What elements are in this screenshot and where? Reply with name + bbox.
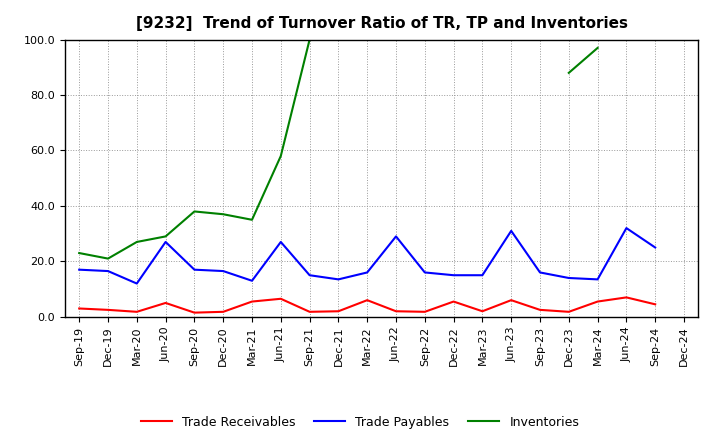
- Inventories: [75, 250, 84, 256]
- Trade Payables: [392, 234, 400, 239]
- Line: Trade Payables: Trade Payables: [79, 228, 655, 283]
- Trade Receivables: [363, 297, 372, 303]
- Line: Trade Receivables: Trade Receivables: [79, 297, 655, 313]
- Title: [9232]  Trend of Turnover Ratio of TR, TP and Inventories: [9232] Trend of Turnover Ratio of TR, TP…: [135, 16, 628, 32]
- Inventories: [219, 212, 228, 217]
- Trade Receivables: [190, 310, 199, 315]
- Trade Payables: [420, 270, 429, 275]
- Trade Receivables: [622, 295, 631, 300]
- Trade Receivables: [564, 309, 573, 315]
- Trade Receivables: [276, 296, 285, 301]
- Trade Receivables: [478, 308, 487, 314]
- Trade Receivables: [651, 302, 660, 307]
- Trade Receivables: [507, 297, 516, 303]
- Trade Receivables: [449, 299, 458, 304]
- Trade Receivables: [248, 299, 256, 304]
- Trade Payables: [593, 277, 602, 282]
- Inventories: [132, 239, 141, 245]
- Inventories: [190, 209, 199, 214]
- Inventories: [104, 256, 112, 261]
- Trade Receivables: [75, 306, 84, 311]
- Trade Receivables: [536, 307, 544, 312]
- Line: Inventories: Inventories: [79, 40, 310, 259]
- Trade Receivables: [420, 309, 429, 315]
- Inventories: [161, 234, 170, 239]
- Trade Payables: [478, 272, 487, 278]
- Trade Payables: [507, 228, 516, 234]
- Trade Payables: [219, 268, 228, 274]
- Trade Payables: [449, 272, 458, 278]
- Trade Payables: [564, 275, 573, 281]
- Inventories: [248, 217, 256, 222]
- Trade Payables: [622, 225, 631, 231]
- Trade Payables: [161, 239, 170, 245]
- Trade Payables: [363, 270, 372, 275]
- Trade Payables: [104, 268, 112, 274]
- Trade Receivables: [305, 309, 314, 315]
- Trade Receivables: [392, 308, 400, 314]
- Inventories: [305, 37, 314, 42]
- Trade Payables: [305, 272, 314, 278]
- Trade Payables: [536, 270, 544, 275]
- Trade Payables: [334, 277, 343, 282]
- Trade Payables: [190, 267, 199, 272]
- Trade Payables: [651, 245, 660, 250]
- Trade Receivables: [104, 307, 112, 312]
- Trade Receivables: [219, 309, 228, 315]
- Trade Receivables: [334, 308, 343, 314]
- Trade Payables: [276, 239, 285, 245]
- Trade Receivables: [161, 300, 170, 305]
- Trade Payables: [132, 281, 141, 286]
- Trade Receivables: [593, 299, 602, 304]
- Legend: Trade Receivables, Trade Payables, Inventories: Trade Receivables, Trade Payables, Inven…: [135, 411, 585, 434]
- Inventories: [276, 154, 285, 159]
- Trade Payables: [248, 278, 256, 283]
- Trade Receivables: [132, 309, 141, 315]
- Trade Payables: [75, 267, 84, 272]
